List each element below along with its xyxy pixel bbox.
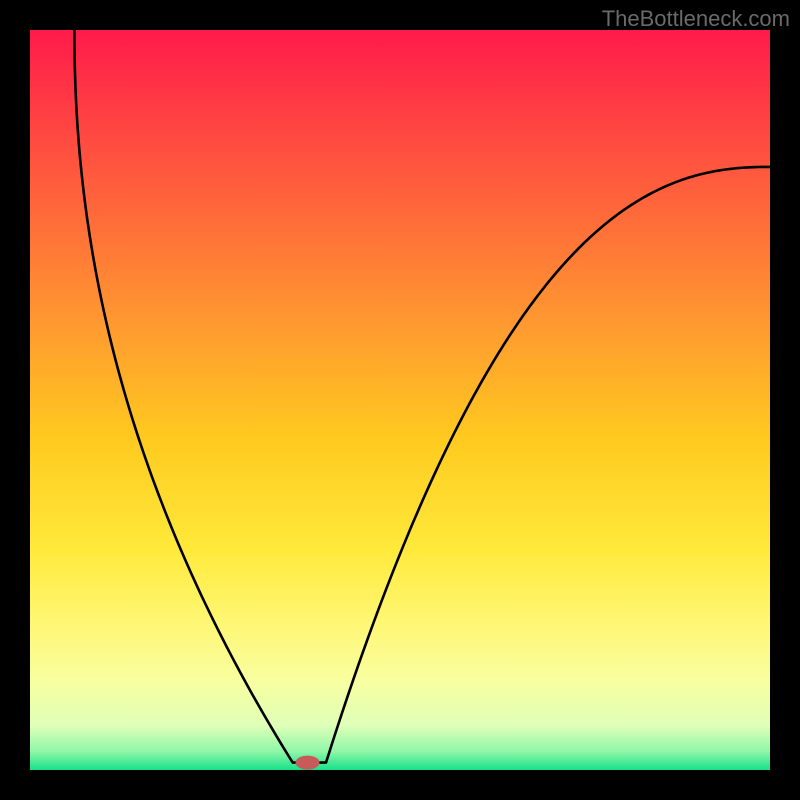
gradient-background	[30, 30, 770, 770]
watermark-text: TheBottleneck.com	[602, 6, 790, 32]
optimum-marker	[296, 756, 320, 770]
plot-area	[30, 30, 770, 770]
plot-svg	[30, 30, 770, 770]
figure-root: TheBottleneck.com	[0, 0, 800, 800]
